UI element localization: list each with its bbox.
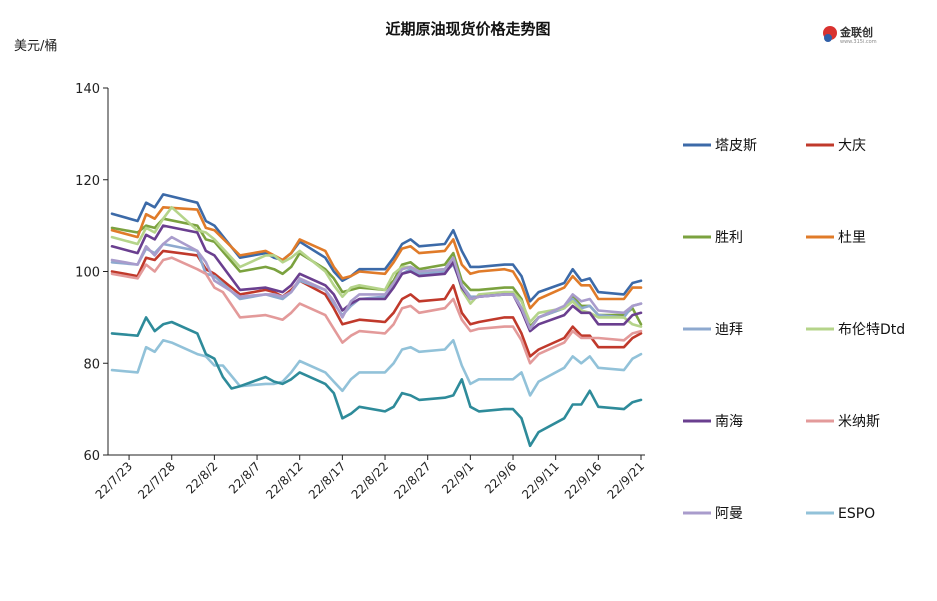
x-tick-label: 22/8/17 xyxy=(306,459,349,502)
y-tick-label: 60 xyxy=(83,449,100,464)
series-lines xyxy=(110,193,643,448)
legend-label: 米纳斯 xyxy=(838,414,880,430)
x-tick-label: 22/8/7 xyxy=(226,459,263,496)
x-tick-label: 22/8/2 xyxy=(183,459,220,496)
brand-logo: 金联创 www.315i.com xyxy=(823,25,877,45)
chart-title: 近期原油现货价格走势图 xyxy=(385,20,550,38)
logo-site: www.315i.com xyxy=(840,39,877,45)
x-tick-label: 22/9/21 xyxy=(605,459,648,502)
logo-mark-secondary-icon xyxy=(824,34,832,42)
x-tick-label: 22/8/22 xyxy=(349,459,392,502)
x-tick-label: 22/9/6 xyxy=(482,459,519,496)
legend-label: 阿曼 xyxy=(715,506,743,522)
series-line-10 xyxy=(110,316,643,448)
x-tick-label: 22/9/1 xyxy=(439,459,476,496)
series-line-3 xyxy=(110,206,643,310)
series-line-5 xyxy=(110,206,643,328)
y-axis-ticks: 60 80 100 120 140 xyxy=(75,82,108,464)
y-tick-label: 100 xyxy=(75,266,100,281)
series-line-6 xyxy=(110,224,643,333)
series-line-0 xyxy=(110,193,643,303)
logo-name: 金联创 xyxy=(839,25,873,39)
legend-label: 杜里 xyxy=(838,230,866,246)
series-line-8 xyxy=(110,235,643,331)
x-tick-label: 22/8/27 xyxy=(391,459,434,502)
x-axis-ticks: 22/7/23 22/7/28 22/8/2 22/8/7 22/8/12 22/8/17… xyxy=(93,455,648,502)
series-line-7 xyxy=(110,256,643,365)
plot-axes xyxy=(107,88,645,456)
x-tick-label: 22/9/16 xyxy=(562,459,605,502)
legend-label: ESPO xyxy=(838,506,875,522)
series-line-9 xyxy=(110,339,643,397)
legend-label: 迪拜 xyxy=(715,322,743,338)
x-tick-label: 22/7/23 xyxy=(93,459,136,502)
legend-label: 布伦特Dtd xyxy=(838,322,905,338)
y-tick-label: 80 xyxy=(83,357,100,372)
series-line-1 xyxy=(110,249,643,358)
y-tick-label: 120 xyxy=(75,174,100,189)
x-tick-label: 22/7/28 xyxy=(135,459,178,502)
y-axis-unit-label: 美元/桶 xyxy=(14,39,57,54)
legend-label: 胜利 xyxy=(715,230,743,246)
x-tick-label: 22/8/12 xyxy=(263,459,306,502)
legend-label: 南海 xyxy=(715,414,743,430)
x-tick-label: 22/9/11 xyxy=(519,459,562,502)
y-tick-label: 140 xyxy=(75,82,100,97)
legend-label: 大庆 xyxy=(838,138,866,154)
legend-label: 塔皮斯 xyxy=(715,138,757,154)
